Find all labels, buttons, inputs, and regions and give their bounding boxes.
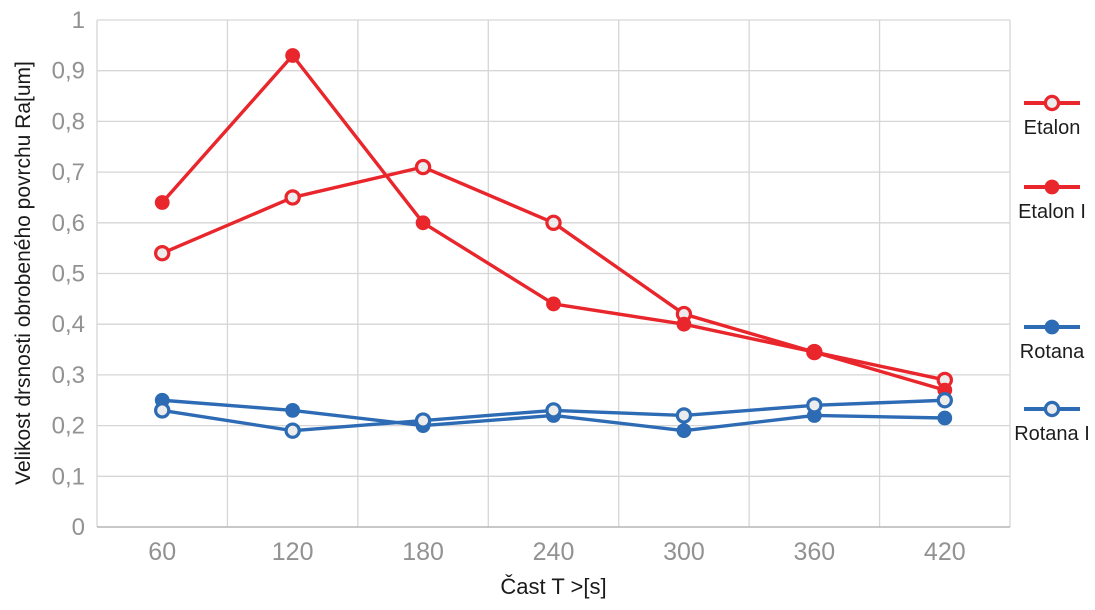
legend-marker-icon (1024, 319, 1080, 335)
y-tick-label: 0,2 (52, 413, 85, 440)
legend-item-rotana-i: Rotana I (1009, 397, 1095, 446)
x-tick-label: 300 (663, 538, 705, 566)
y-tick-label: 0,5 (52, 261, 85, 288)
data-point-rotana (676, 423, 692, 439)
data-point-etalon (545, 214, 562, 231)
y-tick-label: 1 (72, 7, 85, 34)
legend-label: Etalon I (1018, 201, 1086, 223)
y-tick-label: 0,3 (52, 362, 85, 389)
data-point-etalon-i (546, 296, 561, 312)
legend-marker-icon (1024, 400, 1080, 418)
x-tick-label: 120 (272, 538, 314, 566)
legend-label: Etalon (1023, 117, 1081, 139)
y-tick-label: 0,4 (52, 311, 85, 338)
x-tick-label: 360 (793, 538, 835, 566)
data-point-rotana-i (414, 412, 432, 429)
data-point-etalon-i (806, 344, 822, 360)
legend-item-etalon-i: Etalon I (1009, 175, 1095, 224)
legend-item-etalon: Etalon (1009, 91, 1095, 140)
x-tick-label: 180 (402, 538, 444, 566)
x-tick-label: 240 (533, 538, 575, 566)
data-point-rotana-i (284, 422, 301, 439)
legend-marker-icon (1024, 94, 1080, 112)
data-point-etalon-i (415, 215, 431, 231)
legend-marker-icon (1024, 179, 1080, 195)
data-point-rotana-i (154, 402, 171, 419)
y-tick-label: 0,6 (52, 210, 85, 237)
x-tick-label: 420 (924, 538, 966, 566)
data-point-etalon-i (676, 316, 692, 332)
data-point-rotana-i (675, 407, 693, 424)
legend-label: Rotana I (1014, 423, 1090, 445)
legend: Etalon Etalon I Rotana Rotana I (1009, 0, 1095, 610)
y-tick-label: 0,7 (52, 159, 85, 186)
y-tick-label: 0,9 (52, 58, 85, 85)
y-tick-label: 0,8 (52, 108, 85, 135)
x-tick-label: 60 (148, 538, 176, 566)
y-tick-label: 0,1 (52, 463, 85, 490)
legend-label: Rotana (1019, 341, 1085, 363)
data-point-rotana-i (936, 392, 953, 409)
data-point-etalon (154, 245, 171, 262)
data-point-rotana-i (545, 402, 562, 419)
legend-item-rotana: Rotana (1009, 315, 1095, 364)
data-point-rotana (285, 402, 301, 418)
data-point-etalon (284, 189, 301, 206)
data-point-rotana (937, 410, 953, 426)
y-axis-title: Velikost drsnosti obrobeného povrchu Ra[… (12, 61, 35, 485)
data-point-etalon-i (285, 48, 301, 63)
data-point-rotana-i (806, 397, 823, 414)
data-point-etalon-i (154, 195, 170, 210)
data-point-etalon (414, 158, 432, 176)
x-axis-title: Čast T >[s] (500, 574, 607, 599)
y-tick-label: 0 (72, 514, 85, 541)
